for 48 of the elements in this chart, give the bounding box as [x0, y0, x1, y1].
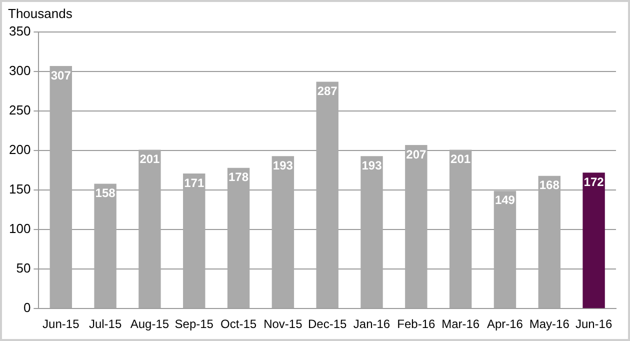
y-tick-label: 50 [16, 260, 31, 276]
bar [494, 190, 516, 308]
bar [50, 66, 72, 308]
data-label: 201 [450, 152, 471, 166]
data-label: 307 [50, 68, 72, 82]
bar [538, 176, 560, 308]
bar [360, 156, 383, 308]
data-label: 168 [539, 178, 560, 192]
data-label: 158 [95, 186, 116, 200]
y-tick-label: 300 [8, 63, 31, 78]
y-tick-label: 200 [8, 142, 31, 158]
y-tick-label: 250 [8, 102, 31, 118]
x-tick-label: May-16 [529, 317, 570, 332]
data-label: 193 [362, 158, 382, 172]
x-tick-label: Apr-16 [486, 317, 524, 332]
bar [227, 168, 250, 308]
y-tick-label: 350 [8, 24, 31, 39]
bar [405, 145, 428, 308]
x-tick-label: Oct-15 [220, 317, 257, 332]
x-tick-label: Dec-15 [308, 317, 348, 332]
y-axis-title: Thousands [8, 6, 73, 22]
data-label: 193 [272, 158, 294, 172]
bar [272, 156, 294, 308]
data-label: 287 [317, 84, 338, 98]
data-label: 201 [140, 152, 160, 166]
x-tick-label: Jun-15 [42, 317, 80, 332]
x-tick-label: Nov-15 [264, 317, 303, 332]
data-label: 178 [228, 170, 249, 184]
y-tick-label: 150 [8, 182, 31, 197]
bar [316, 82, 338, 308]
bar [582, 172, 605, 308]
data-label: 171 [184, 176, 204, 190]
x-tick-label: Sep-15 [174, 317, 214, 332]
x-tick-label: Mar-16 [442, 317, 480, 332]
data-label: 149 [494, 193, 516, 208]
x-tick-label: Aug-15 [130, 317, 170, 332]
data-label: 172 [584, 174, 604, 189]
x-tick-label: Jan-16 [353, 317, 390, 332]
bar [449, 150, 472, 308]
data-label: 207 [406, 147, 426, 162]
bar [94, 184, 116, 308]
x-tick-label: Jun-16 [575, 317, 612, 332]
y-tick-label: 100 [8, 221, 31, 236]
x-tick-label: Feb-16 [397, 317, 436, 332]
y-tick-label: 0 [23, 300, 31, 316]
bar [183, 173, 206, 308]
x-tick-label: Jul-15 [88, 317, 122, 332]
bar [138, 150, 161, 308]
